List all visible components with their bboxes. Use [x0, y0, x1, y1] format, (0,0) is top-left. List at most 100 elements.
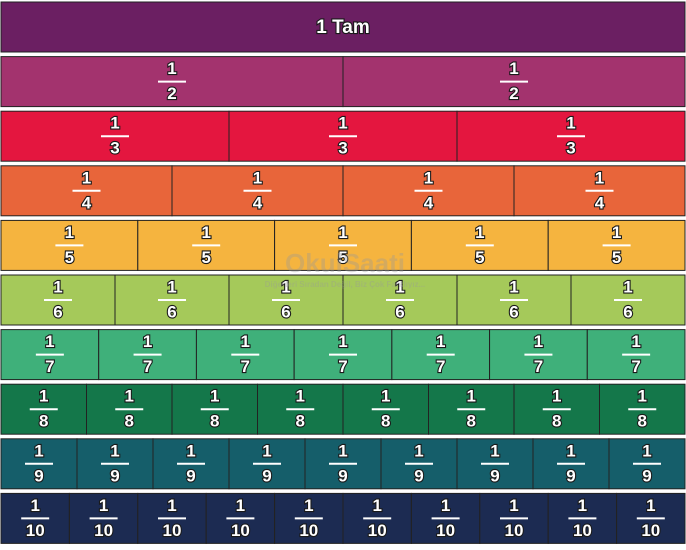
denominator: 8 [552, 412, 561, 431]
numerator: 1 [338, 441, 347, 460]
numerator: 1 [509, 277, 518, 296]
watermark-slogan: Diğerleri Sıradan Değil, Biz Çok Farklıy… [265, 280, 426, 289]
numerator: 1 [642, 441, 651, 460]
denominator: 10 [573, 521, 592, 540]
numerator: 1 [436, 332, 445, 351]
numerator: 1 [167, 496, 176, 515]
numerator: 1 [82, 168, 91, 187]
numerator: 1 [441, 496, 450, 515]
numerator: 1 [30, 496, 39, 515]
numerator: 1 [241, 332, 250, 351]
fraction-cell [205, 492, 276, 544]
watermark-brand: OkulSaati [285, 248, 405, 278]
denominator: 7 [631, 357, 640, 376]
denominator: 2 [167, 84, 176, 103]
denominator: 8 [210, 412, 219, 431]
denominator: 7 [338, 357, 347, 376]
denominator: 4 [595, 193, 605, 212]
numerator: 1 [338, 223, 347, 242]
denominator: 9 [338, 466, 347, 485]
denominator: 6 [281, 302, 290, 321]
numerator: 1 [566, 114, 575, 133]
denominator: 3 [338, 139, 347, 158]
denominator: 10 [26, 521, 45, 540]
numerator: 1 [612, 223, 621, 242]
denominator: 10 [368, 521, 387, 540]
denominator: 9 [414, 466, 423, 485]
denominator: 9 [34, 466, 43, 485]
numerator: 1 [39, 387, 48, 406]
denominator: 3 [110, 139, 119, 158]
numerator: 1 [262, 441, 271, 460]
whole-label: 1 Tam [316, 17, 370, 38]
numerator: 1 [623, 277, 632, 296]
denominator: 7 [436, 357, 445, 376]
denominator: 4 [424, 193, 434, 212]
numerator: 1 [143, 332, 152, 351]
denominator: 7 [45, 357, 54, 376]
numerator: 1 [45, 332, 54, 351]
denominator: 5 [612, 248, 621, 267]
denominator: 9 [186, 466, 195, 485]
numerator: 1 [509, 59, 518, 78]
denominator: 4 [82, 193, 92, 212]
numerator: 1 [475, 223, 484, 242]
denominator: 5 [475, 248, 484, 267]
numerator: 1 [125, 387, 134, 406]
numerator: 1 [595, 168, 604, 187]
numerator: 1 [186, 441, 195, 460]
denominator: 4 [253, 193, 263, 212]
denominator: 10 [641, 521, 660, 540]
numerator: 1 [490, 441, 499, 460]
numerator: 1 [381, 387, 390, 406]
numerator: 1 [65, 223, 74, 242]
denominator: 6 [623, 302, 632, 321]
numerator: 1 [372, 496, 381, 515]
numerator: 1 [296, 387, 305, 406]
numerator: 1 [646, 496, 655, 515]
whole-bar [0, 1, 686, 53]
numerator: 1 [578, 496, 587, 515]
denominator: 7 [241, 357, 250, 376]
denominator: 5 [65, 248, 74, 267]
denominator: 10 [163, 521, 182, 540]
denominator: 9 [490, 466, 499, 485]
numerator: 1 [534, 332, 543, 351]
numerator: 1 [210, 387, 219, 406]
denominator: 6 [53, 302, 62, 321]
denominator: 8 [381, 412, 390, 431]
denominator: 9 [566, 466, 575, 485]
denominator: 8 [125, 412, 134, 431]
denominator: 2 [509, 84, 518, 103]
denominator: 8 [467, 412, 476, 431]
denominator: 10 [436, 521, 455, 540]
denominator: 10 [231, 521, 250, 540]
numerator: 1 [467, 387, 476, 406]
numerator: 1 [236, 496, 245, 515]
denominator: 5 [201, 248, 210, 267]
numerator: 1 [167, 59, 176, 78]
numerator: 1 [34, 441, 43, 460]
numerator: 1 [424, 168, 433, 187]
numerator: 1 [167, 277, 176, 296]
fraction-cell [86, 383, 173, 435]
denominator: 7 [143, 357, 152, 376]
numerator: 1 [99, 496, 108, 515]
fraction-cell [380, 438, 458, 490]
numerator: 1 [110, 114, 119, 133]
numerator: 1 [638, 387, 647, 406]
numerator: 1 [509, 496, 518, 515]
denominator: 8 [39, 412, 48, 431]
numerator: 1 [281, 277, 290, 296]
denominator: 3 [566, 139, 575, 158]
denominator: 9 [110, 466, 119, 485]
numerator: 1 [253, 168, 262, 187]
numerator: 1 [566, 441, 575, 460]
numerator: 1 [631, 332, 640, 351]
denominator: 6 [167, 302, 176, 321]
denominator: 8 [296, 412, 305, 431]
denominator: 6 [395, 302, 404, 321]
numerator: 1 [53, 277, 62, 296]
denominator: 10 [505, 521, 524, 540]
